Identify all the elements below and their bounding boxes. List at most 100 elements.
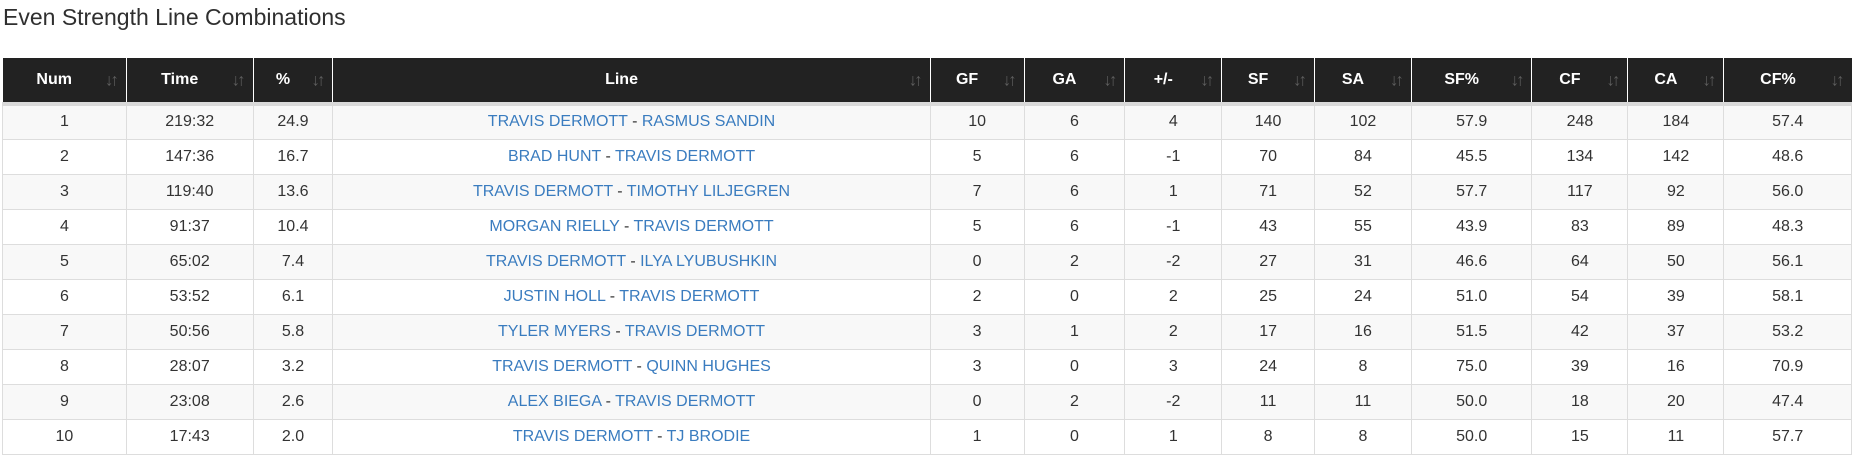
- column-header-cf[interactable]: CF ↓↑: [1531, 58, 1628, 106]
- cell-time: 50:56: [125, 313, 254, 350]
- column-header-sa[interactable]: SA ↓↑: [1314, 58, 1412, 106]
- cell-line: TRAVIS DERMOTT - TJ BRODIE: [332, 418, 931, 455]
- player-link[interactable]: ALEX BIEGA: [507, 392, 602, 410]
- cell-line: ALEX BIEGA - TRAVIS DERMOTT: [332, 383, 931, 420]
- cell-line: TRAVIS DERMOTT - RASMUS SANDIN: [332, 103, 931, 140]
- column-header-gf[interactable]: GF ↓↑: [929, 58, 1025, 106]
- column-header-time[interactable]: Time ↓↑: [125, 58, 254, 106]
- sort-both-icon[interactable]: ↓↑: [1830, 70, 1845, 90]
- column-label: GA: [1052, 70, 1077, 88]
- sort-both-icon[interactable]: ↓↑: [1103, 70, 1117, 90]
- line-separator: -: [605, 287, 620, 305]
- cell-sf: 70: [1221, 138, 1316, 175]
- cell-gf: 2: [929, 278, 1025, 315]
- player-link[interactable]: TRAVIS DERMOTT: [492, 357, 633, 375]
- cell-ca: 50: [1627, 243, 1725, 280]
- cell-pct: 2.6: [252, 383, 334, 420]
- cell-sf: 27: [1221, 243, 1316, 280]
- column-label: %: [275, 70, 291, 88]
- player-link[interactable]: TRAVIS DERMOTT: [624, 322, 766, 340]
- line-separator: -: [652, 427, 667, 445]
- cell-time: 65:02: [125, 243, 254, 280]
- sort-both-icon[interactable]: ↓↑: [1002, 70, 1017, 90]
- sort-both-icon[interactable]: ↓↑: [311, 70, 325, 90]
- player-link[interactable]: TRAVIS DERMOTT: [619, 287, 760, 305]
- sort-both-icon[interactable]: ↓↑: [1389, 70, 1404, 90]
- cell-ga: 6: [1023, 103, 1126, 140]
- player-link[interactable]: MORGAN RIELLY: [489, 217, 620, 235]
- line-separator: -: [612, 182, 627, 200]
- player-link[interactable]: TRAVIS DERMOTT: [487, 113, 628, 131]
- cell-ca: 142: [1627, 138, 1725, 175]
- player-link[interactable]: ILYA LYUBUSHKIN: [640, 252, 778, 270]
- table-row: 1 219:32 24.9 TRAVIS DERMOTT - RASMUS SANDI…: [2, 103, 1852, 140]
- cell-ga: 6: [1023, 138, 1126, 175]
- cell-cfp: 57.4: [1723, 103, 1852, 140]
- player-link[interactable]: QUINN HUGHES: [646, 357, 771, 375]
- cell-num: 9: [2, 383, 127, 420]
- cell-ca: 92: [1627, 173, 1725, 210]
- player-link[interactable]: TRAVIS DERMOTT: [472, 182, 613, 200]
- cell-pct: 16.7: [252, 138, 334, 175]
- cell-sfp: 50.0: [1410, 383, 1533, 420]
- cell-time: 23:08: [125, 383, 254, 420]
- player-link[interactable]: TYLER MYERS: [498, 322, 611, 340]
- cell-sf: 11: [1221, 383, 1316, 420]
- cell-ca: 16: [1627, 348, 1725, 385]
- column-label: CF: [1559, 70, 1581, 88]
- player-link[interactable]: TIMOTHY LILJEGREN: [626, 182, 791, 200]
- player-link[interactable]: TRAVIS DERMOTT: [614, 147, 756, 165]
- player-link[interactable]: TRAVIS DERMOTT: [615, 392, 756, 410]
- cell-cf: 117: [1531, 173, 1629, 210]
- column-header-ca[interactable]: CA ↓↑: [1627, 58, 1724, 106]
- sort-both-icon[interactable]: ↓↑: [1293, 70, 1307, 90]
- column-header-ga[interactable]: GA ↓↑: [1023, 58, 1125, 106]
- cell-ga: 2: [1023, 243, 1126, 280]
- cell-sf: 140: [1221, 103, 1316, 140]
- cell-pct: 10.4: [252, 208, 334, 245]
- sort-both-icon[interactable]: ↓↑: [231, 70, 246, 90]
- cell-sa: 31: [1314, 243, 1412, 280]
- cell-gf: 0: [929, 383, 1025, 420]
- column-header-cfp[interactable]: CF% ↓↑: [1723, 58, 1852, 106]
- sort-both-icon[interactable]: ↓↑: [908, 70, 923, 90]
- column-label: SF: [1247, 70, 1269, 88]
- sort-both-icon[interactable]: ↓↑: [1510, 70, 1524, 90]
- cell-line: BRAD HUNT - TRAVIS DERMOTT: [332, 138, 931, 175]
- line-separator: -: [610, 322, 625, 340]
- sort-both-icon[interactable]: ↓↑: [1702, 70, 1716, 90]
- cell-sf: 25: [1221, 278, 1316, 315]
- table-row: 2 147:36 16.7 BRAD HUNT - TRAVIS DERMOTT 5 6-…: [2, 138, 1852, 175]
- cell-num: 2: [2, 138, 127, 175]
- sort-both-icon[interactable]: ↓↑: [1200, 70, 1214, 90]
- table-row: 3 119:40 13.6 TRAVIS DERMOTT - TIMOTHY LILJ…: [2, 173, 1852, 210]
- player-link[interactable]: TRAVIS DERMOTT: [633, 217, 774, 235]
- player-link[interactable]: RASMUS SANDIN: [641, 113, 776, 131]
- column-header-sfp[interactable]: SF% ↓↑: [1410, 58, 1532, 106]
- cell-ca: 20: [1627, 383, 1725, 420]
- player-link[interactable]: TRAVIS DERMOTT: [486, 252, 626, 270]
- column-header-line[interactable]: Line ↓↑: [332, 58, 931, 106]
- column-header-pm[interactable]: +/- ↓↑: [1124, 58, 1222, 106]
- cell-time: 91:37: [125, 208, 254, 245]
- sort-both-icon[interactable]: ↓↑: [1606, 70, 1620, 90]
- cell-cf: 54: [1531, 278, 1629, 315]
- cell-pm: 1: [1124, 418, 1223, 455]
- player-link[interactable]: TJ BRODIE: [666, 427, 751, 445]
- cell-sfp: 43.9: [1410, 208, 1533, 245]
- player-link[interactable]: BRAD HUNT: [507, 147, 601, 165]
- cell-num: 7: [2, 313, 127, 350]
- column-label: CA: [1654, 70, 1678, 88]
- cell-pm: 4: [1124, 103, 1223, 140]
- column-header-num[interactable]: Num ↓↑: [2, 58, 127, 106]
- cell-cfp: 53.2: [1723, 313, 1852, 350]
- column-header-pct[interactable]: % ↓↑: [252, 58, 333, 106]
- cell-cf: 15: [1531, 418, 1629, 455]
- cell-cf: 39: [1531, 348, 1629, 385]
- sort-both-icon[interactable]: ↓↑: [104, 70, 119, 90]
- player-link[interactable]: TRAVIS DERMOTT: [512, 427, 653, 445]
- player-link[interactable]: JUSTIN HOLL: [503, 287, 606, 305]
- line-separator: -: [625, 252, 641, 270]
- column-header-sf[interactable]: SF ↓↑: [1221, 58, 1315, 106]
